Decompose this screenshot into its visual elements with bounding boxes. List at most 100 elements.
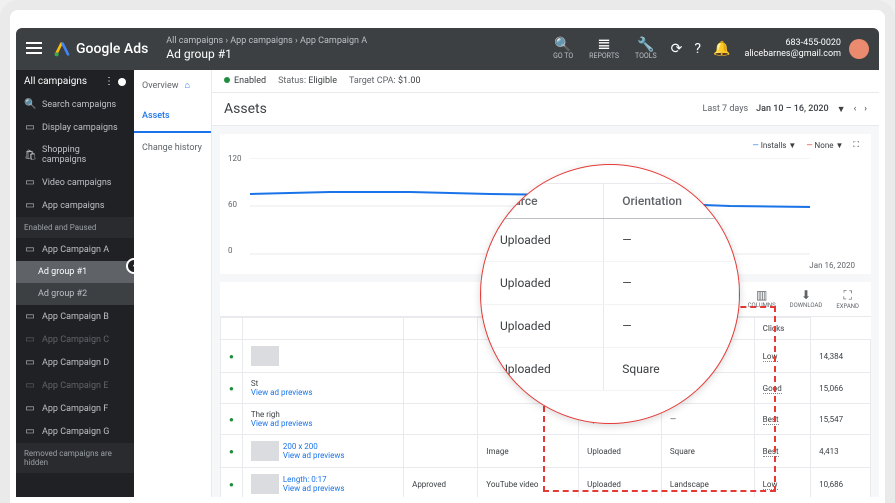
- col-status[interactable]: [221, 318, 243, 340]
- thumbnail: [251, 441, 279, 461]
- nav-change-history[interactable]: Change history: [134, 133, 211, 163]
- asset-cell[interactable]: The righView ad previews: [242, 404, 403, 435]
- cell-source: Uploaded: [579, 435, 662, 468]
- breadcrumb: All campaigns App campaigns App Campaign…: [166, 36, 367, 61]
- shopping-campaigns-icon: 🛍: [24, 150, 36, 161]
- app-icon: ▭: [24, 334, 36, 345]
- sidebar-item-video[interactable]: ▭Video campaigns: [16, 171, 134, 194]
- columns-button[interactable]: ▥COLUMNS: [748, 288, 776, 309]
- sidebar-title[interactable]: All campaigns: [24, 76, 87, 87]
- product-logo[interactable]: Google Ads: [54, 41, 148, 57]
- sidebar-item-shopping[interactable]: 🛍Shopping campaigns: [16, 139, 134, 171]
- hamburger-icon[interactable]: [26, 42, 44, 57]
- asset-cell[interactable]: [242, 340, 403, 373]
- campaign-item[interactable]: ▭App Campaign B: [16, 305, 134, 328]
- chevron-down-icon[interactable]: ▼: [837, 104, 846, 115]
- cell-performance: Best: [754, 404, 810, 435]
- app-icon: ▭: [24, 244, 36, 255]
- campaign-item[interactable]: ▭App Campaign D: [16, 351, 134, 374]
- avatar[interactable]: [849, 39, 869, 59]
- tools-tool[interactable]: 🔧TOOLS: [635, 38, 657, 60]
- nav-assets[interactable]: Assets: [134, 101, 211, 133]
- asset-cell[interactable]: StView ad previews: [242, 373, 403, 404]
- col-blank[interactable]: [404, 318, 478, 340]
- cell-performance: Low: [754, 468, 810, 498]
- y-tick: 120: [228, 154, 242, 163]
- more-icon[interactable]: ⋮: [104, 76, 114, 87]
- legend-item[interactable]: — Installs ▼: [752, 141, 796, 150]
- app-campaigns-icon: ▭: [24, 200, 36, 211]
- row-status: ●: [221, 340, 243, 373]
- download-button[interactable]: ⬇DOWNLOAD: [790, 288, 823, 309]
- refresh-icon[interactable]: ⟳: [671, 41, 683, 57]
- campaign-item[interactable]: ▭App Campaign E: [16, 374, 134, 397]
- search-campaigns-icon: 🔍: [24, 99, 36, 110]
- prev-icon[interactable]: ‹: [854, 104, 857, 114]
- help-icon[interactable]: ?: [694, 41, 701, 57]
- expand-icon[interactable]: ⛶: [853, 140, 859, 150]
- cell-clicks: 10,686: [811, 468, 871, 498]
- cell: [404, 404, 478, 435]
- cell: [404, 373, 478, 404]
- row-status: ●: [221, 404, 243, 435]
- product-name: Google Ads: [76, 41, 148, 57]
- cell: Approved: [404, 468, 478, 498]
- asset-cell[interactable]: 200 x 200View ad previews: [242, 435, 403, 468]
- cell-clicks: 15,547: [811, 404, 871, 435]
- cell-clicks: 15,066: [811, 373, 871, 404]
- page-title: Assets: [224, 101, 267, 117]
- col-clicks[interactable]: Clicks: [754, 318, 810, 340]
- notifications-icon[interactable]: 🔔: [713, 41, 730, 57]
- cell-orientation: —: [661, 404, 754, 435]
- table-row[interactable]: ●200 x 200View ad previewsImageUploadedS…: [221, 435, 871, 468]
- cell-performance: Low: [754, 340, 810, 373]
- adgroup-item[interactable]: Ad group #2: [16, 283, 134, 305]
- crumb[interactable]: All campaigns: [166, 36, 230, 46]
- campaign-item[interactable]: ▭App Campaign A: [16, 238, 134, 261]
- table-row[interactable]: ●The righView ad previewsUploaded—Best15…: [221, 404, 871, 435]
- expand-button[interactable]: ⛶EXPAND: [836, 288, 859, 310]
- crumb[interactable]: App Campaign A: [300, 36, 367, 46]
- page-title-bar: Assets Last 7 days Jan 10 – 16, 2020 ▼ ‹…: [212, 93, 879, 126]
- campaign-item[interactable]: ▭App Campaign C: [16, 328, 134, 351]
- cell-orientation: Square: [661, 435, 754, 468]
- wrench-icon: 🔧: [637, 38, 654, 52]
- sidebar-footer: Removed campaigns are hidden: [16, 443, 134, 473]
- date-range[interactable]: Jan 10 – 16, 2020: [756, 104, 829, 114]
- cell: Image: [478, 435, 579, 468]
- reports-icon: 𝌆: [598, 38, 611, 52]
- cell: [404, 340, 478, 373]
- reports-tool[interactable]: 𝌆REPORTS: [589, 38, 619, 60]
- thumbnail: [251, 474, 279, 494]
- adgroup-item[interactable]: Ad group #1: [16, 261, 134, 283]
- table-row[interactable]: ●Length: 0:17View ad previewsApprovedYou…: [221, 468, 871, 498]
- next-icon[interactable]: ›: [864, 104, 867, 114]
- collapse-icon[interactable]: [118, 78, 126, 86]
- cell-source: Uploaded: [579, 468, 662, 498]
- sidebar-item-app[interactable]: ▭App campaigns: [16, 194, 134, 217]
- breadcrumb-current: Ad group #1: [166, 47, 367, 61]
- campaign-item[interactable]: ▭App Campaign F: [16, 397, 134, 420]
- cell-orientation: Landscape: [661, 468, 754, 498]
- sidebar-item-search[interactable]: 🔍Search campaigns: [16, 93, 134, 116]
- crumb[interactable]: App campaigns: [230, 36, 300, 46]
- magnifier-overlay: Source Orientation Uploaded— Uploaded— U…: [480, 164, 740, 424]
- app-header: Google Ads All campaigns App campaigns A…: [16, 28, 879, 70]
- legend-item[interactable]: — None ▼: [806, 141, 843, 150]
- status-dot-icon: [224, 77, 230, 83]
- sidebar-section: Enabled and Paused: [16, 217, 134, 238]
- sidebar-item-display[interactable]: ▭Display campaigns: [16, 116, 134, 139]
- col-asset[interactable]: [242, 318, 403, 340]
- cell: YouTube video: [478, 468, 579, 498]
- nav-overview[interactable]: Overview⌂: [134, 70, 211, 101]
- x-tick: Jan 16, 2020: [809, 261, 855, 270]
- row-status: ●: [221, 373, 243, 404]
- asset-cell[interactable]: Length: 0:17View ad previews: [242, 468, 403, 498]
- app-icon: ▭: [24, 426, 36, 437]
- status-enabled[interactable]: Enabled: [224, 76, 266, 86]
- y-tick: 60: [228, 200, 237, 209]
- columns-icon: ▥: [756, 288, 767, 302]
- campaign-item[interactable]: ▭App Campaign G: [16, 420, 134, 443]
- campaign-sidebar: All campaigns ⋮ 🔍Search campaigns ▭Displ…: [16, 70, 134, 497]
- goto-tool[interactable]: 🔍GO TO: [553, 38, 573, 60]
